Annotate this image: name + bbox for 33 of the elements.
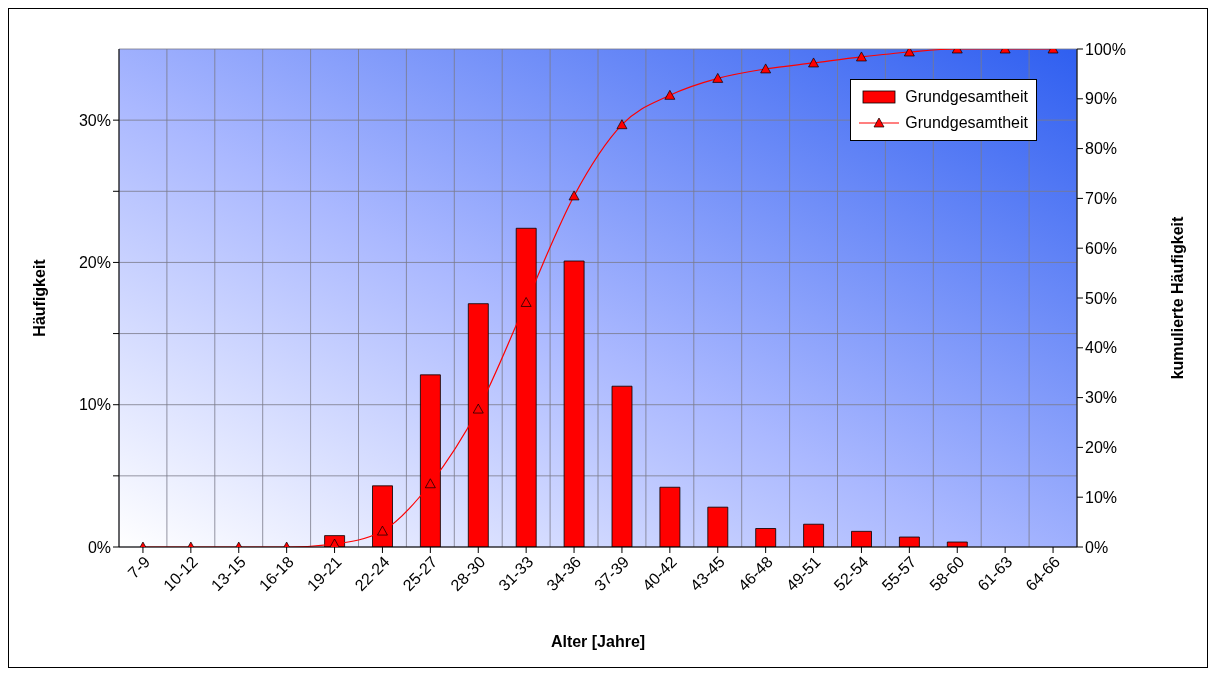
y2-tick-label: 80%: [1085, 140, 1118, 158]
y2-tick-label: 50%: [1085, 289, 1118, 307]
point: [664, 89, 676, 100]
y2-tick-label: 100%: [1085, 40, 1126, 58]
y2-tick-label: 10%: [1085, 488, 1118, 506]
y-axis-title: Häufigkeit: [30, 258, 48, 337]
y2-tick-label: 0%: [1085, 538, 1109, 556]
y-tick-label: 20%: [78, 254, 111, 272]
point: [568, 190, 580, 201]
y2-axis-title: kumulierte Häufigkeit: [1168, 215, 1186, 380]
point: [377, 525, 388, 536]
y2-tick-label: 30%: [1085, 389, 1118, 407]
y-tick-label: 0%: [87, 538, 111, 556]
y-tick-label: 30%: [78, 111, 111, 129]
legend-label: Grundgesamtheit: [905, 113, 1028, 133]
legend-label: Grundgesamtheit: [905, 87, 1028, 107]
y2-tick-label: 70%: [1085, 190, 1118, 208]
point: [856, 51, 867, 62]
x-tick-label: 7-9: [124, 553, 154, 582]
y2-tick-label: 90%: [1085, 90, 1118, 108]
y2-tick-label: 20%: [1085, 439, 1118, 457]
y-tick-label: 10%: [78, 396, 111, 414]
point: [712, 73, 724, 83]
point: [425, 478, 436, 489]
y2-tick-label: 40%: [1085, 339, 1118, 357]
point: [616, 119, 628, 130]
point: [904, 49, 915, 57]
y2-tick-label: 60%: [1085, 239, 1118, 257]
point: [808, 57, 819, 68]
x-axis-title: Alter [Jahre]: [550, 633, 646, 650]
point: [760, 63, 771, 74]
point: [472, 403, 484, 414]
point: [520, 297, 532, 307]
